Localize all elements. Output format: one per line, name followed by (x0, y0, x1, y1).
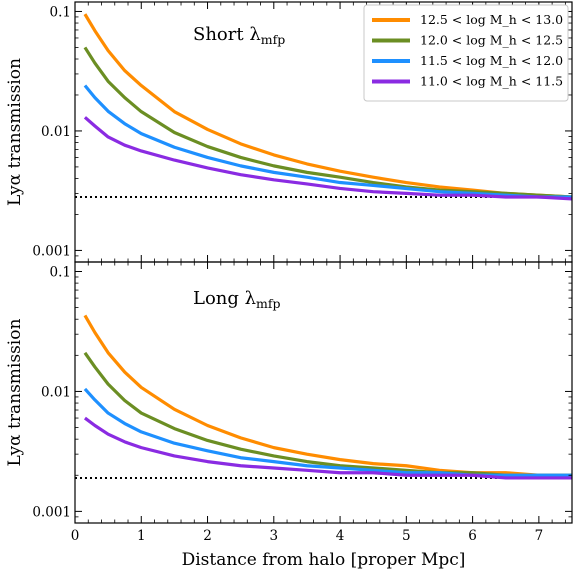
legend-box (363, 4, 569, 102)
x-tick-label: 3 (270, 528, 279, 544)
series-line-1 (83, 351, 572, 477)
series-line-3 (83, 416, 572, 480)
legend-label-0: 12.5 < log M_h < 13.0 (420, 12, 563, 27)
x-tick-label: 0 (71, 528, 80, 544)
legend: 12.5 < log M_h < 13.0 12.0 < log M_h < 12… (363, 4, 569, 102)
x-tick-label: 1 (137, 528, 146, 544)
x-tick-label: 5 (402, 528, 411, 544)
y-axis-label: Lyα transmission (5, 319, 25, 467)
x-tick-label: 4 (336, 528, 345, 544)
y-tick-label: 0.001 (32, 504, 71, 520)
legend-label-1: 12.0 < log M_h < 12.5 (420, 33, 563, 48)
panel-label: Long λmfp (193, 288, 281, 311)
y-tick-label: 0.01 (41, 384, 71, 400)
panel-short-mfp: 0.001 0.01 0.1 Lyα transmission Short λmfp 12… (5, 1, 573, 263)
y-tick-label: 0.001 (32, 243, 71, 259)
y-tick-label: 0.01 (41, 124, 71, 140)
series-line-2 (83, 387, 572, 477)
y-tick-label: 0.1 (50, 264, 71, 280)
panel-label: Short λmfp (193, 24, 285, 47)
x-tick-label: 7 (535, 528, 544, 544)
y-tick-label: 0.1 (50, 4, 71, 20)
panel-label-text: Long λ (193, 288, 256, 309)
panel-label-text: Short λ (193, 24, 261, 45)
plot-frame (74, 261, 573, 524)
series-line-3 (83, 116, 572, 201)
x-axis-label: Distance from halo [proper Mpc] (182, 550, 466, 570)
legend-label-2: 11.5 < log M_h < 12.0 (420, 53, 563, 68)
x-tick-label: 6 (468, 528, 477, 544)
legend-label-3: 11.0 < log M_h < 11.5 (420, 74, 563, 89)
panel-long-mfp: 0 1 2 3 4 5 6 7 0.001 0.01 0.1 Lyα transmission Long… (5, 261, 573, 570)
series-line-1 (83, 46, 572, 199)
panel-label-subscript: mfp (256, 296, 280, 311)
x-tick-label: 2 (203, 528, 212, 544)
panel-label-subscript: mfp (261, 32, 285, 47)
series-line-2 (83, 84, 572, 199)
y-axis-label: Lyα transmission (5, 58, 25, 206)
